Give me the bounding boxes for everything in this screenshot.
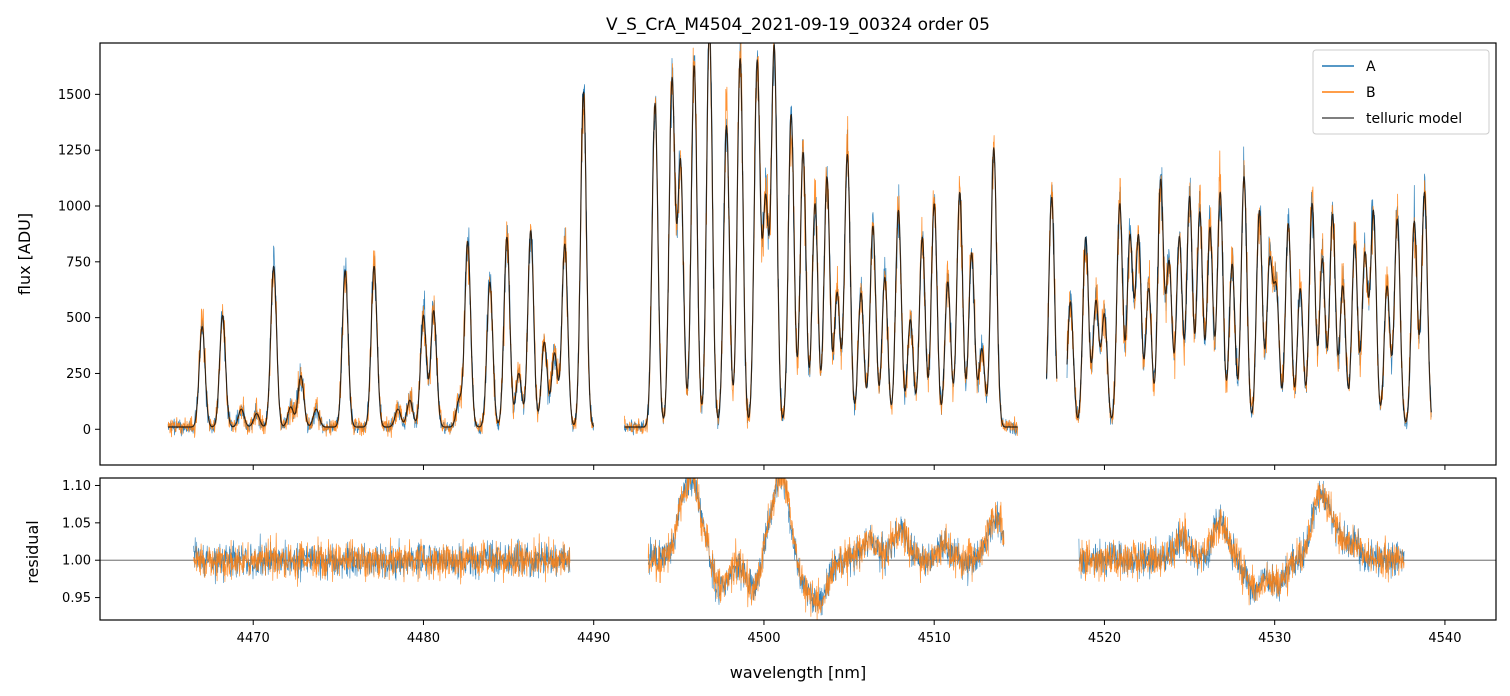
flux-panel: 0 250 500 750 1000 1250 1500 flux [ADU] A B te…: [15, 42, 1497, 470]
flux-y-tick-label-4: 1000: [58, 199, 91, 214]
residual-y-tick-label-2: 1.05: [62, 516, 91, 531]
flux-y-tick-label-6: 1500: [58, 88, 91, 103]
residual-panel: 0.95 1.00 1.05 1.10 4470 4480 4490 4500 4510 452…: [23, 477, 1497, 682]
residual-x-tick-label-1: 4480: [407, 631, 440, 646]
flux-y-tick-label-1: 250: [66, 367, 91, 382]
flux-y-tick-label-3: 750: [66, 255, 91, 270]
residual-x-tick-label-0: 4470: [237, 631, 270, 646]
legend-label-telluric: telluric model: [1366, 111, 1462, 127]
x-axis-title: wavelength [nm]: [730, 663, 867, 682]
flux-series-group: [167, 43, 1432, 438]
residual-y-tick-label-3: 1.10: [62, 479, 91, 494]
legend-box: [1312, 49, 1490, 135]
legend: A B telluric model: [1312, 49, 1490, 135]
telluric-model-line: [167, 43, 1432, 428]
chart-title: V_S_CrA_M4504_2021-09-19_00324 order 05: [606, 15, 990, 35]
legend-label-b: B: [1366, 85, 1376, 101]
residual-y-ticks: 0.95 1.00 1.05 1.10: [62, 479, 100, 606]
residual-x-tick-label-6: 4530: [1258, 631, 1291, 646]
flux-plot-area: [100, 43, 1496, 465]
flux-y-tick-label-2: 500: [66, 311, 91, 326]
residual-y-tick-label-0: 0.95: [62, 591, 91, 606]
residual-series-group: [100, 478, 1496, 620]
residual-x-tick-label-2: 4490: [577, 631, 610, 646]
flux-x-ticks: [252, 465, 1446, 470]
residual-x-tick-label-7: 4540: [1428, 631, 1461, 646]
legend-label-a: A: [1366, 59, 1376, 75]
residual-y-tick-label-1: 1.00: [62, 554, 91, 569]
residual-y-axis-title: residual: [23, 520, 42, 583]
flux-y-axis-title: flux [ADU]: [15, 213, 34, 295]
flux-frame: [99, 42, 1497, 466]
residual-x-tick-label-5: 4520: [1088, 631, 1121, 646]
residual-x-tick-label-3: 4500: [747, 631, 780, 646]
residual-x-ticks: 4470 4480 4490 4500 4510 4520 4530 4540: [237, 620, 1461, 646]
residual-plot-area: [100, 478, 1496, 620]
flux-y-tick-label-5: 1250: [58, 144, 91, 159]
flux-y-ticks: 0 250 500 750 1000 1250 1500: [58, 88, 100, 438]
residual-frame: [99, 477, 1497, 621]
residual-series-b-line: [193, 478, 1405, 620]
residual-x-tick-label-4: 4510: [918, 631, 951, 646]
flux-y-tick-label-0: 0: [83, 423, 91, 438]
